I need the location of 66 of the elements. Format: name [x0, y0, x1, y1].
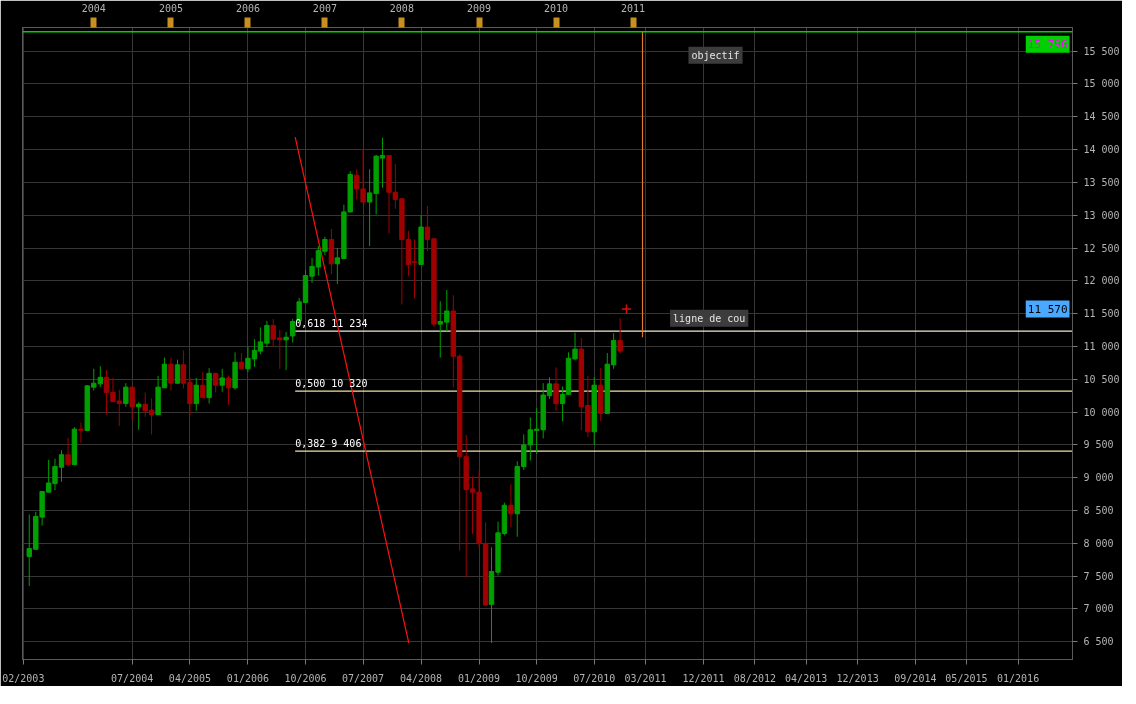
x2-tick-label: 2005 — [158, 2, 184, 14]
candlestick — [136, 401, 142, 431]
y-tick-label: 8 500 — [1083, 505, 1114, 517]
x-tick-label: 07/2010 — [573, 672, 616, 684]
x2-tick-label: 2009 — [467, 2, 492, 14]
candlestick — [200, 371, 206, 399]
y-tick-label: 9 500 — [1083, 439, 1114, 451]
y-tick-label: 9 000 — [1083, 472, 1114, 484]
x-tick-label: 07/2004 — [111, 672, 154, 684]
y-tick-label: 11 000 — [1083, 340, 1120, 352]
candlestick — [129, 385, 135, 422]
x2-tick-label: 2007 — [312, 2, 337, 14]
x-tick-label: 04/2013 — [785, 672, 828, 684]
x-tick-label: 04/2005 — [168, 672, 212, 684]
x-tick-label: 02/2003 — [2, 672, 45, 684]
x-tick-label: 10/2006 — [284, 672, 327, 684]
x2-tick-label: 2006 — [235, 2, 260, 14]
x-tick-label: 03/2011 — [624, 672, 667, 684]
candlestick — [289, 318, 296, 344]
candlestick — [123, 382, 129, 408]
y-tick-label: 10 000 — [1083, 406, 1120, 418]
y-tick-label: 8 000 — [1083, 537, 1114, 549]
y-tick-label: 13 000 — [1083, 209, 1120, 221]
x-tick-label: 07/2007 — [342, 672, 385, 684]
x-tick-label: 05/2015 — [945, 672, 988, 684]
y-tick-label: 12 000 — [1083, 275, 1120, 287]
y-tick-label: 6 500 — [1083, 636, 1114, 648]
candlestick — [508, 483, 514, 528]
y-tick-label: 14 000 — [1083, 144, 1120, 156]
candlestick — [78, 422, 84, 444]
series-label: 0,382 9 406 — [295, 438, 362, 450]
y-tick-label: 7 500 — [1083, 570, 1114, 582]
y-tick-label: 12 500 — [1083, 242, 1120, 254]
y-tick-label: 15 000 — [1083, 78, 1120, 90]
candlestick — [174, 359, 181, 385]
x-tick-label: 09/2014 — [894, 672, 937, 684]
ref-line-label: 15 796 — [1027, 37, 1068, 51]
x2-tick-label: 2010 — [544, 2, 569, 14]
x-tick-label: 08/2012 — [733, 672, 776, 684]
x-tick-label: 01/2006 — [226, 672, 270, 684]
candlestick — [617, 317, 623, 355]
x2-tick-label: 2004 — [81, 2, 106, 14]
x-tick-label: 04/2008 — [400, 672, 443, 684]
candlestick — [168, 357, 174, 391]
y-tick-label: 10 500 — [1083, 373, 1120, 385]
candlestick — [283, 331, 289, 371]
annotation: 11 570 — [1027, 302, 1068, 316]
candlestick — [553, 366, 559, 412]
x-tick-label: 01/2009 — [458, 672, 501, 684]
candlestick — [193, 377, 199, 412]
candlestick — [225, 374, 232, 406]
y-tick-label: 15 500 — [1083, 45, 1120, 57]
candlestick — [219, 368, 225, 393]
y-tick-label: 7 000 — [1083, 603, 1114, 615]
annotation: ligne de cou — [673, 312, 746, 324]
y-tick-label: 14 500 — [1083, 111, 1120, 123]
annotation: objectif — [691, 49, 740, 61]
x2-tick-label: 2011 — [620, 2, 646, 14]
x-tick-label: 12/2013 — [836, 672, 879, 684]
y-tick-label: 13 500 — [1083, 176, 1120, 188]
x-tick-label: 10/2009 — [515, 672, 558, 684]
x2-tick-label: 2008 — [389, 2, 414, 14]
x-tick-label: 01/2016 — [997, 672, 1040, 684]
y-tick-label: 11 500 — [1083, 308, 1120, 320]
x-tick-label: 12/2011 — [682, 672, 725, 684]
candlestick — [65, 437, 71, 468]
